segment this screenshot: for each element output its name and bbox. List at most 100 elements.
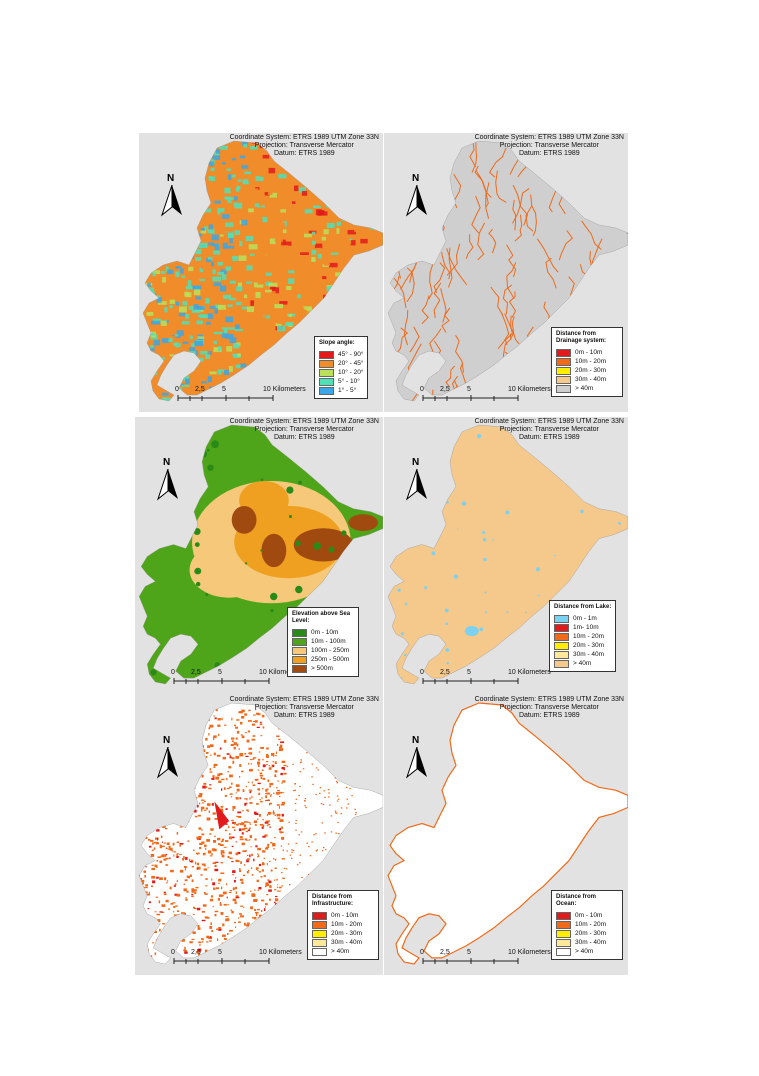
legend-label: > 500m xyxy=(311,665,333,672)
legend-title: Elevation above Sea Level: xyxy=(292,611,351,624)
map-panel-slope: Coordinate System: ETRS 1989 UTM Zone 33… xyxy=(139,133,383,412)
legend-item: 10m - 20m xyxy=(312,920,374,929)
legend-swatch xyxy=(554,623,569,632)
north-arrow-icon: N xyxy=(404,735,432,781)
legend-swatch xyxy=(312,947,327,956)
coordinate-system-label: Coordinate System: ETRS 1989 UTM Zone 33… xyxy=(474,418,624,425)
region-map xyxy=(387,424,628,685)
scale-bar: 0 2,5 5 10 Kilometers xyxy=(420,386,602,408)
legend-swatch xyxy=(292,655,307,664)
legend-label: 20m - 30m xyxy=(575,367,607,374)
scale-tick-0: 0 xyxy=(420,386,424,393)
scale-tick-5: 5 xyxy=(467,386,471,393)
legend-item: 0m - 10m xyxy=(312,911,374,920)
projection-label: Projection: Transverse Mercator xyxy=(254,142,354,149)
scale-tick-0: 0 xyxy=(420,669,424,676)
legend-label: 0m - 10m xyxy=(575,349,603,356)
legend-label: 100m - 250m xyxy=(311,647,350,654)
legend-item: 10m - 20m xyxy=(556,357,618,366)
north-letter: N xyxy=(412,735,420,746)
map-legend: Distance from Drainage system: 0m - 10m 1… xyxy=(551,327,623,397)
legend-item: 45° - 90° xyxy=(319,350,363,359)
scale-tick-2-5: 2,5 xyxy=(440,669,450,676)
legend-item: 1m- 10m xyxy=(554,623,611,632)
datum-label: Datum: ETRS 1989 xyxy=(273,150,335,157)
legend-swatch xyxy=(556,366,571,375)
legend-title: Distance from Lake: xyxy=(554,604,612,610)
legend-label: 250m - 500m xyxy=(311,656,350,663)
datum-label: Datum: ETRS 1989 xyxy=(518,712,580,719)
legend-item: > 40m xyxy=(556,384,618,393)
scale-tick-2-5: 2,5 xyxy=(191,949,201,956)
north-letter: N xyxy=(412,173,420,184)
legend-swatch xyxy=(319,377,334,386)
legend-label: > 40m xyxy=(575,948,594,955)
legend-swatch xyxy=(292,637,307,646)
legend-label: 0m - 10m xyxy=(331,912,359,919)
legend-label: 1° - 5° xyxy=(338,387,357,394)
scale-bar: 0 2,5 5 10 Kilometers xyxy=(171,669,353,691)
legend-label: > 40m xyxy=(331,948,350,955)
scale-tick-5: 5 xyxy=(467,669,471,676)
scale-tick-2-5: 2,5 xyxy=(195,386,205,393)
legend-label: 20m - 30m xyxy=(331,930,363,937)
legend-label: 45° - 90° xyxy=(338,351,364,358)
projection-label: Projection: Transverse Mercator xyxy=(499,142,599,149)
scale-tick-10: 10 Kilometers xyxy=(263,386,306,393)
legend-label: 0m - 10m xyxy=(311,629,339,636)
scale-tick-0: 0 xyxy=(420,949,424,956)
legend-label: 5° - 10° xyxy=(338,378,360,385)
datum-label: Datum: ETRS 1989 xyxy=(273,434,335,441)
scale-tick-2-5: 2,5 xyxy=(440,386,450,393)
legend-swatch xyxy=(554,659,569,668)
legend-label: 30m - 40m xyxy=(331,939,363,946)
north-arrow-icon: N xyxy=(155,735,183,781)
scale-bar: 0 2,5 5 10 Kilometers xyxy=(420,669,602,691)
projection-label: Projection: Transverse Mercator xyxy=(499,704,599,711)
legend-item: 10m - 100m xyxy=(292,637,354,646)
legend-item: 30m - 40m xyxy=(554,650,611,659)
scale-tick-0: 0 xyxy=(171,949,175,956)
legend-item: 250m - 500m xyxy=(292,655,354,664)
region-map xyxy=(142,140,383,402)
legend-item: 5° - 10° xyxy=(319,377,363,386)
map-panel-lake: Coordinate System: ETRS 1989 UTM Zone 33… xyxy=(384,417,628,695)
legend-label: 10m - 100m xyxy=(311,638,346,645)
region-map xyxy=(387,140,628,402)
legend-swatch xyxy=(556,348,571,357)
legend-item: 0m - 10m xyxy=(556,348,618,357)
region-map xyxy=(138,702,383,965)
map-header: Coordinate System: ETRS 1989 UTM Zone 33… xyxy=(230,696,379,720)
legend-label: > 40m xyxy=(573,660,592,667)
map-header: Coordinate System: ETRS 1989 UTM Zone 33… xyxy=(475,696,624,720)
legend-item: 10m - 20m xyxy=(556,920,618,929)
legend-item: 0m - 10m xyxy=(292,628,354,637)
scale-tick-0: 0 xyxy=(171,669,175,676)
map-legend: Distance from Ocean: 0m - 10m 10m - 20m 20… xyxy=(551,890,623,960)
legend-swatch xyxy=(556,947,571,956)
legend-label: 20° - 45° xyxy=(338,360,364,367)
legend-item: > 40m xyxy=(554,659,611,668)
projection-label: Projection: Transverse Mercator xyxy=(254,426,354,433)
north-arrow-icon: N xyxy=(155,457,183,503)
legend-item: 20° - 45° xyxy=(319,359,363,368)
legend-label: 10m - 20m xyxy=(573,633,605,640)
legend-item: 0m - 10m xyxy=(556,911,618,920)
north-letter: N xyxy=(163,457,171,468)
legend-item: > 40m xyxy=(312,947,374,956)
legend-swatch xyxy=(312,938,327,947)
scale-tick-0: 0 xyxy=(175,386,179,393)
map-legend: Distance from Infrastructure: 0m - 10m 10… xyxy=(307,890,379,960)
legend-swatch xyxy=(312,929,327,938)
legend-swatch xyxy=(556,920,571,929)
north-arrow-icon: N xyxy=(159,173,187,219)
map-panel-ocean: Coordinate System: ETRS 1989 UTM Zone 33… xyxy=(384,695,628,975)
legend-swatch xyxy=(554,641,569,650)
scale-tick-10: 10 Kilometers xyxy=(508,386,551,393)
legend-label: 10m - 20m xyxy=(331,921,363,928)
legend-swatch xyxy=(292,664,307,673)
scale-bar: 0 2,5 5 10 Kilometers xyxy=(171,949,353,971)
legend-item: 20m - 30m xyxy=(556,366,618,375)
legend-swatch xyxy=(319,350,334,359)
legend-item: 30m - 40m xyxy=(556,938,618,947)
